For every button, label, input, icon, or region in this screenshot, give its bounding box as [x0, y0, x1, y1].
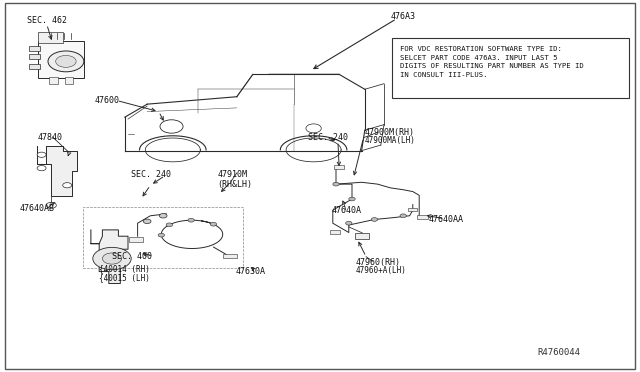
Text: SEC. 240: SEC. 240: [308, 133, 349, 142]
Text: SEC. 462: SEC. 462: [27, 16, 67, 25]
Text: R4760044: R4760044: [538, 348, 580, 357]
Bar: [38, 32, 63, 43]
Bar: [49, 77, 58, 84]
Circle shape: [93, 247, 131, 270]
Circle shape: [46, 202, 56, 208]
Text: 47840: 47840: [37, 133, 62, 142]
Circle shape: [37, 166, 46, 171]
Text: 47640A: 47640A: [332, 206, 362, 215]
Text: FOR VDC RESTORATION SOFTWARE TYPE ID:
SELCET PART CODE 476A3. INPUT LAST 5
DIGIT: FOR VDC RESTORATION SOFTWARE TYPE ID: SE…: [400, 46, 584, 78]
Polygon shape: [91, 230, 128, 283]
Text: 47960(RH): 47960(RH): [355, 258, 400, 267]
Circle shape: [37, 152, 46, 157]
Bar: [334, 165, 344, 169]
Bar: [223, 254, 237, 258]
Text: 47960+A(LH): 47960+A(LH): [355, 266, 406, 275]
Circle shape: [346, 221, 352, 225]
Bar: [355, 233, 369, 239]
Circle shape: [102, 253, 122, 264]
Circle shape: [158, 233, 164, 237]
Circle shape: [48, 51, 84, 72]
Bar: [29, 54, 40, 59]
Text: (RH&LH): (RH&LH): [218, 180, 253, 189]
Bar: [38, 41, 84, 78]
Circle shape: [210, 222, 216, 226]
Polygon shape: [37, 146, 77, 196]
Bar: [29, 46, 40, 51]
FancyBboxPatch shape: [5, 3, 635, 369]
Text: 47640AB: 47640AB: [19, 204, 54, 213]
Bar: [408, 208, 417, 211]
Text: 47600: 47600: [95, 96, 120, 105]
Circle shape: [400, 214, 406, 218]
Circle shape: [306, 124, 321, 133]
Text: SEC. 400: SEC. 400: [112, 252, 152, 261]
Bar: [65, 77, 73, 84]
Text: {40015 (LH): {40015 (LH): [99, 273, 150, 282]
Text: 47640AA: 47640AA: [429, 215, 464, 224]
Circle shape: [188, 218, 195, 222]
Bar: [129, 237, 143, 242]
Text: 476A3: 476A3: [390, 12, 415, 21]
Text: SEC. 240: SEC. 240: [131, 170, 172, 179]
Circle shape: [56, 55, 76, 67]
Text: 47900MA(LH): 47900MA(LH): [365, 136, 415, 145]
Bar: [417, 215, 428, 219]
Circle shape: [63, 183, 72, 188]
Circle shape: [143, 219, 151, 224]
Text: {40014 (RH): {40014 (RH): [99, 264, 150, 273]
Text: 47910M: 47910M: [218, 170, 248, 179]
Text: 47900M(RH): 47900M(RH): [365, 128, 415, 137]
Circle shape: [160, 120, 183, 133]
Circle shape: [333, 182, 339, 186]
Bar: [29, 64, 40, 69]
Circle shape: [371, 218, 378, 221]
Circle shape: [159, 214, 167, 218]
Bar: [330, 230, 340, 234]
FancyBboxPatch shape: [392, 38, 629, 98]
Circle shape: [166, 223, 173, 227]
Circle shape: [349, 197, 355, 201]
Text: 47630A: 47630A: [236, 267, 266, 276]
